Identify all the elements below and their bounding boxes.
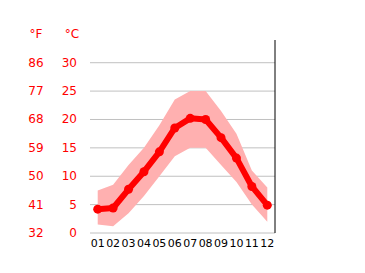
y-tick-label: 0 <box>69 226 77 240</box>
range-band <box>98 91 268 226</box>
y-tick-label: 5 <box>69 198 77 212</box>
x-tick-label: 05 <box>152 237 166 250</box>
y2-tick-label: 50 <box>28 169 43 183</box>
y2-axis-label: °F <box>30 27 43 41</box>
x-tick-label: 07 <box>183 237 197 250</box>
y2-tick-label: 77 <box>28 84 43 98</box>
mean-line <box>98 118 268 209</box>
point <box>201 115 210 124</box>
point <box>139 167 148 176</box>
y2-tick-label: 32 <box>28 226 43 240</box>
x-tick-label: 09 <box>214 237 228 250</box>
y-tick-label: 20 <box>62 112 77 126</box>
chart: 05101520253032415059687786°C°F0102030405… <box>0 0 365 273</box>
point <box>186 114 195 123</box>
y2-tick-label: 41 <box>28 198 43 212</box>
y-tick-label: 10 <box>62 169 77 183</box>
y2-tick-label: 59 <box>28 141 43 155</box>
x-tick-label: 02 <box>106 237 120 250</box>
x-tick-label: 01 <box>91 237 105 250</box>
y-tick-label: 30 <box>62 56 77 70</box>
y-axis-label: °C <box>65 27 79 41</box>
x-tick-label: 08 <box>199 237 213 250</box>
y-tick-label: 15 <box>62 141 77 155</box>
point <box>124 185 133 194</box>
x-tick-label: 04 <box>137 237 151 250</box>
y2-tick-label: 86 <box>28 56 43 70</box>
grid-line <box>90 233 275 234</box>
x-tick-label: 12 <box>260 237 274 250</box>
point <box>109 204 118 213</box>
point <box>247 182 256 191</box>
point <box>155 147 164 156</box>
y-axis-line <box>275 40 276 233</box>
x-tick-label: 10 <box>229 237 243 250</box>
grid-line <box>90 62 275 63</box>
point <box>263 201 272 210</box>
y-tick-label: 25 <box>62 84 77 98</box>
point <box>170 123 179 132</box>
x-tick-label: 11 <box>245 237 259 250</box>
x-tick-label: 06 <box>168 237 182 250</box>
plot-area <box>93 91 272 226</box>
y2-tick-label: 68 <box>28 112 43 126</box>
point <box>93 205 102 214</box>
grid-line <box>90 91 275 92</box>
point <box>232 154 241 163</box>
x-tick-label: 03 <box>122 237 136 250</box>
point <box>217 133 226 142</box>
